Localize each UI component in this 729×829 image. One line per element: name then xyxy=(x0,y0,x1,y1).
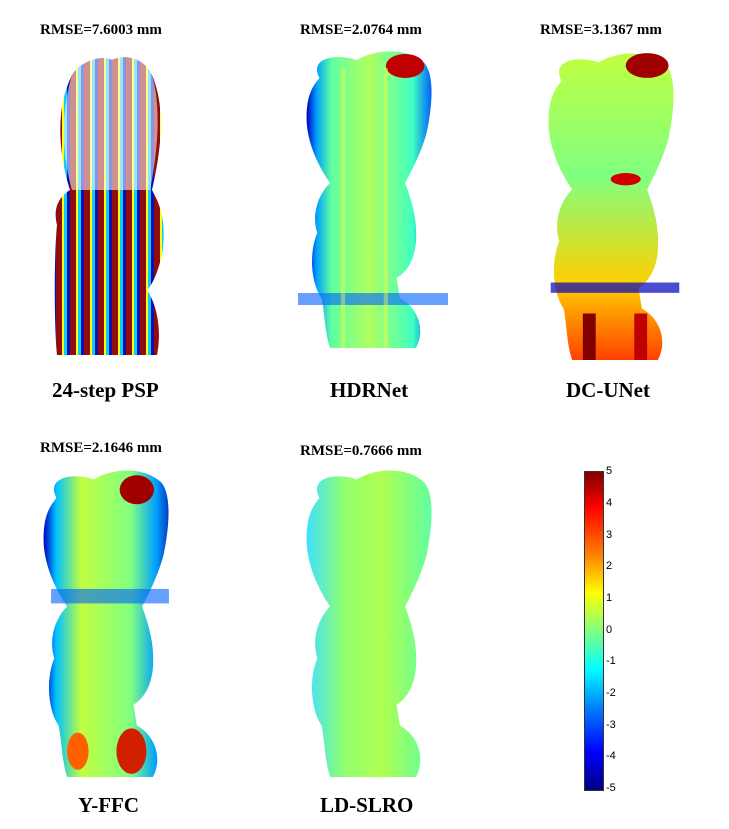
colorbar-tick: 5 xyxy=(606,465,613,477)
method-label: 24-step PSP xyxy=(52,378,159,402)
colorbar-tick: -3 xyxy=(606,719,616,731)
colorbar-tick: 2 xyxy=(606,560,613,572)
rmse-label: RMSE=2.0764 mm xyxy=(300,22,422,38)
rmse-label: RMSE=3.1367 mm xyxy=(540,22,662,38)
rmse-label: RMSE=0.7666 mm xyxy=(300,443,422,459)
colorbar-tick: 3 xyxy=(606,529,613,541)
rmse-label: RMSE=2.1646 mm xyxy=(40,440,162,456)
method-label: HDRNet xyxy=(330,378,409,402)
rmse-label: RMSE=7.6003 mm xyxy=(40,22,162,38)
method-label: DC-UNet xyxy=(566,378,650,402)
colorbar-tick: 4 xyxy=(606,497,613,509)
colorbar-tick: 1 xyxy=(606,592,613,604)
error-map-y-ffc xyxy=(43,470,169,777)
colorbar-tick: -5 xyxy=(606,782,616,794)
colorbar-tick: -2 xyxy=(606,687,616,699)
colorbar-tick: 0 xyxy=(606,624,613,636)
colorbar-tick: -1 xyxy=(606,655,616,667)
error-map-hdrnet xyxy=(298,51,448,348)
error-map-24-step-psp xyxy=(54,57,164,355)
colorbar xyxy=(584,471,604,791)
method-label: LD-SLRO xyxy=(320,793,414,817)
method-label: Y-FFC xyxy=(78,793,140,817)
error-map-ld-slro xyxy=(306,470,432,777)
error-map-dc-unet xyxy=(548,53,680,361)
colorbar-tick: -4 xyxy=(606,750,616,762)
